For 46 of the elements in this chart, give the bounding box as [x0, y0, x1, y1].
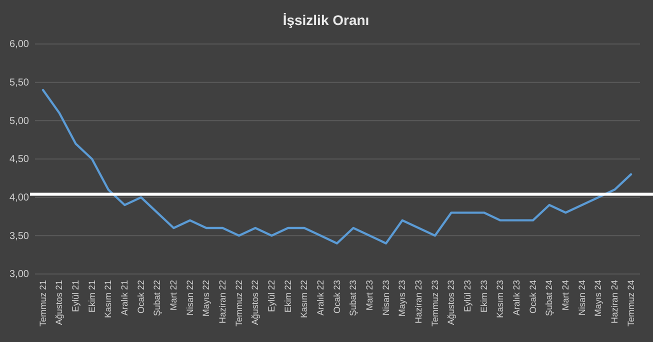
x-tick-label: Eylül 21	[70, 280, 81, 312]
x-tick-label: Mart 23	[364, 280, 375, 311]
x-tick-label: Eylül 22	[266, 280, 277, 312]
y-tick-label: 3,00	[10, 269, 30, 280]
x-tick-label: Ağustos 21	[54, 280, 64, 326]
y-tick-label: 6,00	[10, 39, 30, 50]
x-tick-label: Şubat 23	[348, 280, 358, 316]
x-tick-label: Ocak 22	[136, 280, 146, 314]
x-tick-label: Kasım 23	[495, 280, 506, 318]
x-tick-label: Ekim 21	[86, 280, 97, 313]
x-tick-label: Aralık 22	[316, 280, 326, 316]
x-tick-label: Temmuz 23	[430, 280, 440, 327]
x-tick-label: Ocak 24	[528, 280, 538, 314]
x-tick-label: Kasım 21	[103, 280, 114, 318]
x-tick-label: Ocak 23	[332, 280, 342, 314]
chart-title: İşsizlik Oranı	[282, 12, 370, 28]
x-tick-label: Temmuz 22	[234, 280, 244, 327]
y-tick-label: 5,00	[10, 116, 30, 127]
x-tick-label: Nisan 22	[184, 280, 195, 316]
x-tick-label: Mayıs 23	[397, 280, 408, 317]
x-tick-label: Eylül 23	[462, 280, 473, 312]
x-tick-label: Mart 22	[168, 280, 179, 311]
x-tick-label: Haziran 23	[414, 280, 424, 324]
x-tick-label: Ekim 22	[282, 280, 293, 313]
x-tick-label: Nisan 24	[576, 280, 587, 316]
x-tick-label: Haziran 24	[610, 280, 620, 324]
x-tick-label: Haziran 22	[218, 280, 228, 324]
x-tick-label: Ekim 23	[478, 280, 489, 313]
y-tick-label: 4,00	[10, 192, 30, 204]
x-tick-label: Nisan 23	[380, 280, 391, 316]
x-tick-label: Aralık 21	[120, 280, 130, 316]
x-tick-label: Şubat 24	[544, 280, 554, 316]
y-tick-label: 4,50	[10, 154, 30, 166]
x-tick-label: Kasım 22	[299, 280, 310, 318]
x-tick-label: Temmuz 24	[626, 280, 636, 327]
x-tick-label: Aralık 23	[512, 280, 522, 316]
x-tick-label: Mart 24	[560, 280, 571, 311]
x-tick-label: Şubat 22	[152, 280, 162, 316]
x-tick-label: Ağustos 23	[446, 280, 456, 326]
x-tick-label: Temmuz 21	[38, 280, 48, 327]
y-tick-label: 3,50	[10, 230, 30, 242]
x-tick-label: Mayıs 24	[593, 280, 604, 317]
x-tick-label: Mayıs 22	[201, 280, 212, 317]
y-tick-label: 5,50	[10, 78, 30, 89]
x-tick-label: Ağustos 22	[250, 280, 260, 326]
line-series	[42, 88, 632, 244]
